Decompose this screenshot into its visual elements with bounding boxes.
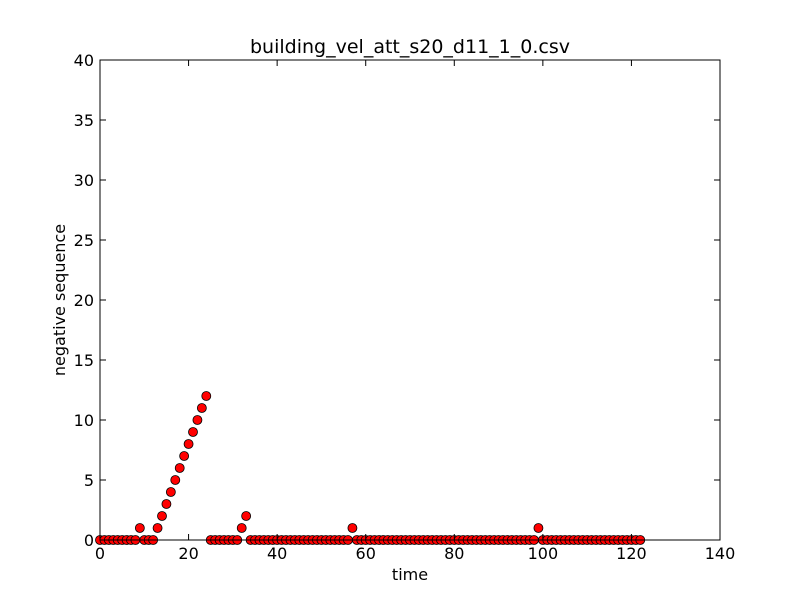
data-point: [179, 451, 190, 461]
data-point: [201, 391, 212, 401]
y-tick-label: 15: [74, 351, 94, 370]
x-tick-label: 120: [616, 544, 647, 563]
data-point: [161, 499, 172, 509]
data-point: [347, 523, 358, 533]
y-tick-label: 40: [74, 51, 94, 70]
data-points: [95, 391, 646, 545]
x-tick-label: 20: [178, 544, 198, 563]
x-tick-label: 100: [528, 544, 559, 563]
x-tick-label: 80: [444, 544, 464, 563]
plot-frame: [99, 59, 721, 541]
data-point: [188, 427, 198, 437]
data-point: [183, 439, 194, 449]
data-point: [157, 511, 167, 521]
data-point: [152, 523, 163, 533]
y-tick-label: 10: [74, 411, 94, 430]
y-tick-label: 30: [74, 171, 94, 190]
x-tick-label: 40: [267, 544, 287, 563]
y-tick-label: 0: [84, 531, 94, 550]
y-tick-label: 5: [84, 471, 94, 490]
y-tick-label: 25: [74, 231, 94, 250]
data-point: [165, 487, 176, 497]
axis-ticks: 0 20 40 60 80 100 120 140 0 5 10 15 20 25 30 35 40: [74, 51, 736, 563]
x-axis-label: time: [392, 565, 428, 584]
data-point: [196, 403, 207, 413]
data-point: [241, 511, 252, 521]
y-axis-label: negative sequence: [50, 224, 69, 376]
data-point: [236, 523, 247, 533]
x-tick-label: 0: [95, 544, 105, 563]
data-point: [170, 475, 181, 485]
y-tick-label: 20: [74, 291, 94, 310]
y-tick-label: 35: [74, 111, 94, 130]
data-point: [134, 523, 145, 533]
data-point: [174, 463, 185, 473]
x-tick-label: 140: [705, 544, 736, 563]
data-point: [533, 523, 544, 533]
data-point: [192, 415, 203, 425]
x-tick-label: 60: [356, 544, 376, 563]
chart-title: building_vel_att_s20_d11_1_0.csv: [250, 36, 570, 58]
